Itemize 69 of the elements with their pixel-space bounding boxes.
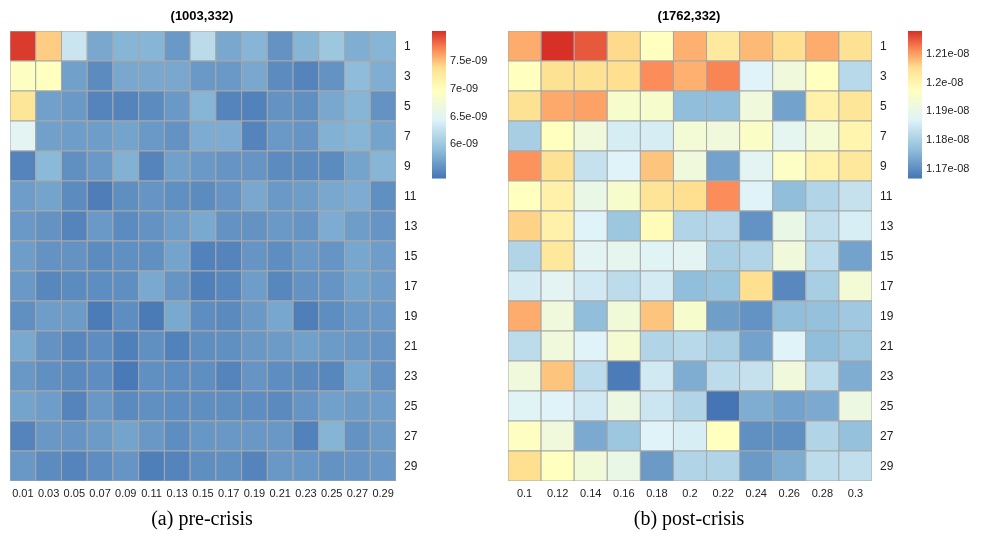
x-tick-label: 0.21 <box>269 486 291 499</box>
y-tick-label: 3 <box>404 69 411 84</box>
x-tick-label: 0.01 <box>12 486 34 499</box>
y-tick-label: 27 <box>404 429 418 444</box>
chart-title: (1003,332) <box>169 8 235 25</box>
y-tick-label: 19 <box>404 309 418 324</box>
y-tick-label: 21 <box>404 339 418 354</box>
x-tick-label: 0.24 <box>745 486 767 499</box>
y-tick-label: 5 <box>404 99 411 114</box>
y-tick-label: 11 <box>404 189 417 204</box>
color-bar-label: 1.18e-08 <box>926 133 970 146</box>
color-bar-label: 6e-09 <box>450 137 479 150</box>
x-tick-label: 0.17 <box>218 486 240 499</box>
x-tick-label: 0.3 <box>847 486 864 499</box>
y-tick-label: 23 <box>404 369 418 384</box>
x-tick-label: 0.18 <box>646 486 668 499</box>
y-tick-label: 17 <box>404 279 418 294</box>
y-tick-label: 17 <box>880 279 894 294</box>
color-bar-label: 7e-09 <box>450 81 479 94</box>
x-tick-label: 0.19 <box>243 486 266 499</box>
x-tick-label: 0.14 <box>580 486 602 499</box>
y-tick-label: 7 <box>404 129 411 144</box>
y-tick-label: 13 <box>404 219 418 234</box>
x-tick-label: 0.12 <box>546 486 569 499</box>
x-tick-label: 0.26 <box>778 486 800 499</box>
x-tick-label: 0.13 <box>166 486 188 499</box>
x-tick-label: 0.07 <box>89 486 111 499</box>
x-tick-label: 0.09 <box>115 486 137 499</box>
text: (a) pre-crisis <box>150 507 254 530</box>
y-tick-label: 23 <box>880 369 894 384</box>
color-bar-label: 7.5e-09 <box>450 53 488 66</box>
y-tick-label: 1 <box>880 39 887 54</box>
y-tick-label: 27 <box>880 429 894 444</box>
text: (b) post-crisis <box>632 507 746 530</box>
x-tick-label: 0.11 <box>141 486 162 499</box>
color-bar-label: 1.21e-08 <box>926 46 970 59</box>
x-tick-label: 0.25 <box>320 486 343 499</box>
y-tick-label: 9 <box>404 159 411 174</box>
y-tick-label: 25 <box>880 399 894 414</box>
chart-title: (1762,332) <box>656 8 722 25</box>
y-tick-label: 9 <box>880 159 887 174</box>
x-tick-label: 0.1 <box>516 486 533 499</box>
y-tick-label: 5 <box>880 99 887 114</box>
color-bar-label: 6.5e-09 <box>450 109 488 122</box>
x-tick-label: 0.27 <box>346 486 369 499</box>
y-tick-label: 11 <box>880 189 893 204</box>
x-tick-label: 0.05 <box>63 486 86 499</box>
y-tick-label: 7 <box>880 129 887 144</box>
x-tick-label: 0.23 <box>295 486 317 499</box>
y-tick-label: 25 <box>404 399 418 414</box>
y-tick-label: 19 <box>880 309 894 324</box>
y-tick-label: 29 <box>880 459 894 474</box>
x-tick-label: 0.03 <box>37 486 60 499</box>
color-bar-label: 1.2e-08 <box>926 75 964 88</box>
x-tick-label: 0.29 <box>372 486 394 499</box>
y-tick-label: 13 <box>880 219 894 234</box>
x-tick-label: 0.2 <box>682 486 698 499</box>
y-tick-label: 1 <box>404 39 411 54</box>
x-tick-label: 0.15 <box>192 486 214 499</box>
x-tick-label: 0.28 <box>811 486 834 499</box>
y-tick-label: 21 <box>880 339 894 354</box>
x-tick-label: 0.22 <box>712 486 734 499</box>
y-tick-label: 29 <box>404 459 418 474</box>
y-tick-label: 15 <box>880 249 894 264</box>
color-bar-label: 1.17e-08 <box>926 162 970 175</box>
color-bar-label: 1.19e-08 <box>926 104 970 117</box>
x-tick-label: 0.16 <box>613 486 635 499</box>
y-tick-label: 15 <box>404 249 418 264</box>
y-tick-label: 3 <box>880 69 887 84</box>
